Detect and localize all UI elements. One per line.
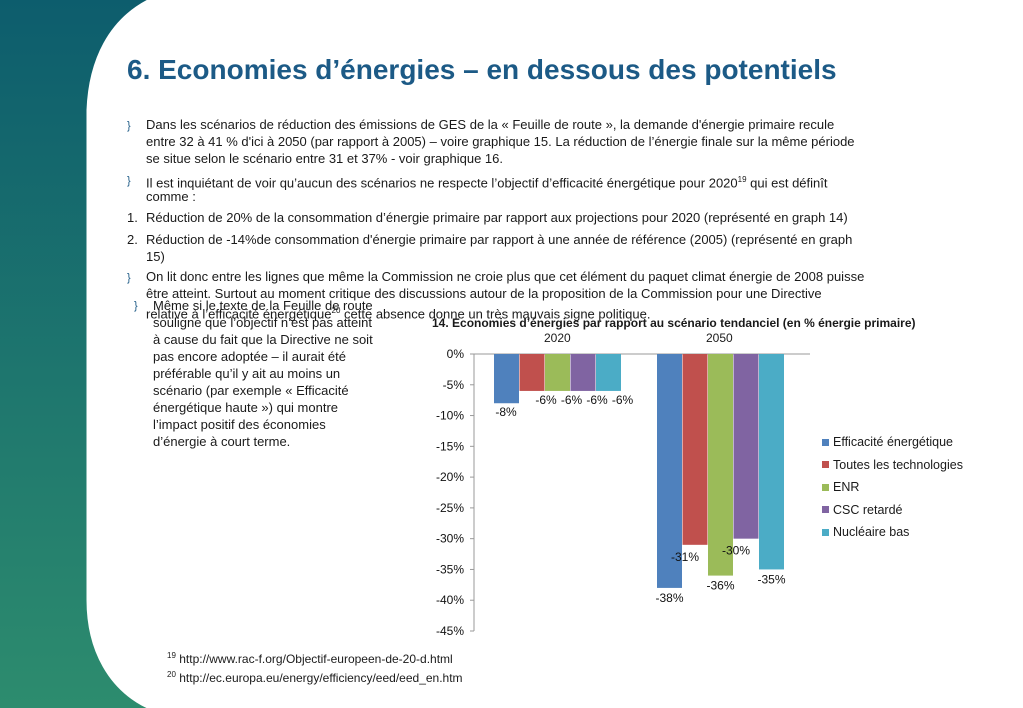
legend-label: CSC retardé <box>833 502 903 517</box>
para2-line2: comme : <box>146 189 196 204</box>
side-line-7: énergétique haute ») qui montre <box>153 400 339 415</box>
side-line-2: souligne que l’objectif n’est pas attein… <box>153 315 372 330</box>
legend-swatch <box>822 506 829 514</box>
y-tick-label: -5% <box>443 378 465 392</box>
side-line-9: d’énergie à court terme. <box>153 434 291 449</box>
y-tick-label: -30% <box>436 532 464 546</box>
legend-swatch <box>822 483 829 491</box>
legend-label: Nucléaire bas <box>833 525 910 540</box>
bar-2050-2 <box>708 354 733 576</box>
side-line-8: l’impact positif des économies <box>153 417 326 432</box>
list-number-2: 2. <box>127 232 138 247</box>
bar-2020-1 <box>519 354 545 391</box>
legend-swatch <box>822 438 829 446</box>
data-label: -36% <box>706 579 734 593</box>
data-label: -6% <box>612 393 634 407</box>
side-line-6: scénario (par exemple « Efficacité <box>153 383 349 398</box>
legend-item: ENR <box>822 476 963 499</box>
bullet-icon: } <box>127 175 131 187</box>
legend-item: CSC retardé <box>822 499 963 522</box>
list-item-2-line2: 15) <box>146 249 165 264</box>
y-tick-label: -25% <box>436 501 464 515</box>
legend-swatch <box>822 528 829 536</box>
data-label: -35% <box>757 572 785 586</box>
para3-line2: être atteint. Surtout au moment critique… <box>146 286 822 301</box>
bar-2020-2 <box>545 354 570 391</box>
chart-legend: Efficacité énergétique Toutes les technol… <box>822 431 963 544</box>
data-label: -6% <box>535 393 557 407</box>
slide-title: 6. Economies d’énergies – en dessous des… <box>127 54 837 85</box>
legend-item: Efficacité énergétique <box>822 431 963 454</box>
y-tick-label: -35% <box>436 562 464 576</box>
bar-2020-4 <box>596 354 621 391</box>
para1-line3: se situe selon le scénario entre 31 et 3… <box>146 151 503 166</box>
y-tick-label: -20% <box>436 470 464 484</box>
para3-line3: relative à l’efficacité énergétique20 ce… <box>146 306 651 322</box>
chart-title: 14. Economies d’énergies par rapport au … <box>432 316 916 330</box>
data-label: -30% <box>722 544 750 558</box>
data-label: -8% <box>495 405 517 419</box>
para1-line2: entre 32 à 41 % d'ici à 2050 (par rappor… <box>146 134 855 149</box>
category-label-2020: 2020 <box>544 331 571 345</box>
footnote-19: 19 http://www.rac-f.org/Objectif-europee… <box>167 651 453 666</box>
side-line-1: Même si le texte de la Feuille de route <box>153 298 373 313</box>
bar-2020-3 <box>570 354 596 391</box>
para1-line1: Dans les scénarios de réduction des émis… <box>146 117 835 132</box>
data-label: -6% <box>561 393 583 407</box>
y-tick-label: -10% <box>436 409 464 423</box>
bullet-icon: } <box>134 300 138 312</box>
y-tick-label: -45% <box>436 624 464 638</box>
side-line-5: préférable qu’il y ait au moins un <box>153 366 341 381</box>
para3-line1: On lit donc entre les lignes que même la… <box>146 269 865 284</box>
category-label-2050: 2050 <box>706 331 733 345</box>
y-tick-label: -15% <box>436 439 464 453</box>
list-item-2-line1: Réduction de -14%de consommation d'énerg… <box>146 232 853 247</box>
legend-label: Toutes les technologies <box>833 457 963 472</box>
legend-item: Toutes les technologies <box>822 454 963 477</box>
side-line-4: pas encore adoptée – il aurait été <box>153 349 346 364</box>
bullet-icon: } <box>127 272 131 284</box>
legend-label: Efficacité énergétique <box>833 435 953 450</box>
bullet-icon: } <box>127 120 131 132</box>
list-number-1: 1. <box>127 210 138 225</box>
bar-2050-0 <box>657 354 682 588</box>
y-tick-label: -40% <box>436 593 464 607</box>
bar-2050-4 <box>759 354 784 570</box>
data-label: -31% <box>671 550 699 564</box>
legend-label: ENR <box>833 480 860 495</box>
side-line-3: à cause du fait que la Directive ne soit <box>153 332 373 347</box>
bar-2050-3 <box>733 354 759 539</box>
bar-2020-0 <box>494 354 519 404</box>
footnote-20: 20 http://ec.europa.eu/energy/efficiency… <box>167 670 463 685</box>
list-item-1: Réduction de 20% de la consommation d’én… <box>146 210 848 225</box>
decorative-band <box>0 0 151 708</box>
y-tick-label: 0% <box>447 347 465 361</box>
legend-swatch <box>822 461 829 469</box>
para2-line1: Il est inquiétant de voir qu’aucun des s… <box>146 175 828 191</box>
data-label: -38% <box>655 591 683 605</box>
legend-item: Nucléaire bas <box>822 521 963 544</box>
bar-2050-1 <box>682 354 708 545</box>
data-label: -6% <box>586 393 608 407</box>
